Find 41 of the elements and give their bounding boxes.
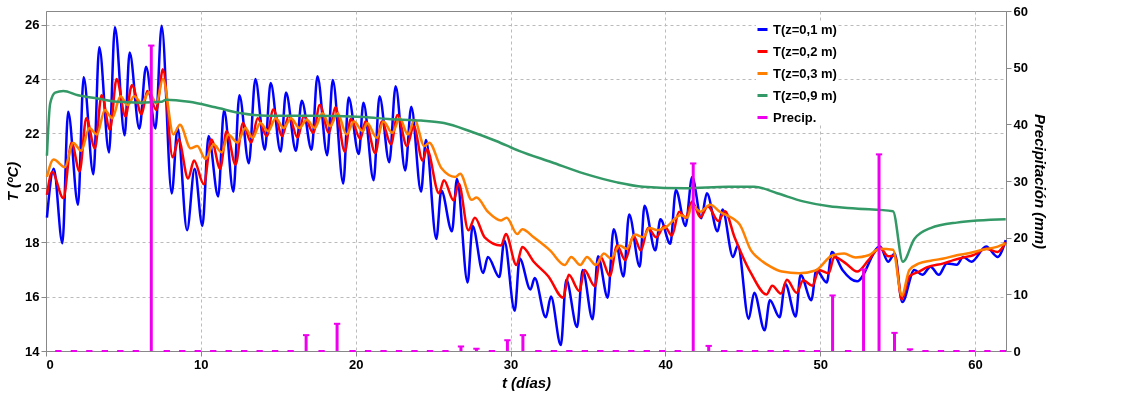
- x-tick-label: 60: [968, 356, 983, 372]
- x-tick-label: 50: [813, 356, 828, 372]
- x-tick-label: 10: [194, 356, 209, 372]
- legend-label: T(z=0,1 m): [773, 21, 837, 37]
- y-tick-label: 26: [25, 17, 40, 33]
- y2-tick-label: 10: [1013, 286, 1028, 302]
- y-tick-label: 16: [25, 289, 40, 305]
- bar: [505, 340, 509, 351]
- x-axis-title: t (días): [501, 373, 552, 391]
- bar: [149, 45, 153, 351]
- bar: [304, 335, 308, 351]
- line-series: [45, 89, 1007, 264]
- bar: [877, 154, 881, 351]
- y2-axis-title: Precipitación (mm): [1031, 113, 1049, 250]
- bar: [521, 335, 525, 351]
- y2-tick-label: 60: [1013, 3, 1028, 19]
- x-tick-label: 20: [348, 356, 364, 372]
- y-tick-label: 22: [25, 125, 40, 141]
- y2-tick-label: 0: [1013, 343, 1021, 359]
- bar: [707, 345, 711, 351]
- y-tick-label: 14: [25, 343, 41, 359]
- bar: [862, 269, 866, 351]
- x-tick-label: 40: [658, 356, 674, 372]
- legend-label: T(z=0,3 m): [773, 65, 837, 81]
- x-tick-label: 30: [503, 356, 519, 372]
- legend-label: T(z=0,2 m): [773, 43, 837, 59]
- bar: [893, 332, 897, 351]
- bar: [691, 163, 695, 351]
- bar: [831, 295, 835, 351]
- bar: [335, 323, 339, 351]
- legend-label: T(z=0,9 m): [773, 87, 837, 103]
- legend-label: Precip.: [773, 109, 817, 125]
- y-axis-title: T (ºC): [4, 161, 22, 202]
- y2-tick-label: 40: [1013, 116, 1028, 132]
- y-tick-label: 20: [25, 180, 40, 196]
- y2-tick-label: 30: [1013, 173, 1028, 189]
- y-tick-label: 18: [25, 234, 40, 250]
- y-tick-label: 24: [25, 71, 41, 87]
- x-tick-label: 0: [46, 356, 54, 372]
- y2-tick-label: 50: [1013, 60, 1028, 76]
- y2-tick-label: 20: [1013, 230, 1028, 246]
